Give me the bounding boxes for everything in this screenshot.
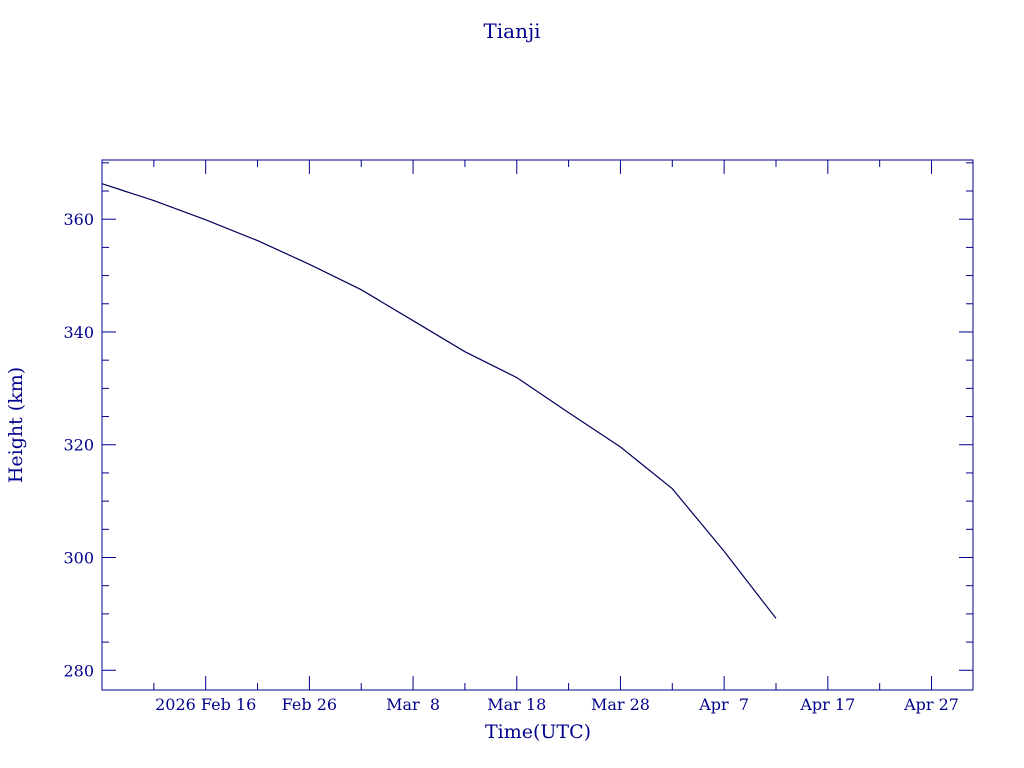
y-tick-label: 340 [63, 323, 94, 342]
x-tick-label: Mar 18 [487, 695, 546, 714]
x-tick-label: 2026 Feb 16 [155, 695, 256, 714]
chart-title: Tianji [483, 19, 540, 43]
x-tick-label: Apr 17 [799, 695, 855, 714]
y-axis-ticks [102, 162, 973, 671]
y-axis-label: Height (km) [5, 367, 27, 483]
y-tick-label: 300 [63, 549, 94, 568]
x-tick-label: Mar 8 [386, 695, 440, 714]
x-tick-label: Mar 28 [591, 695, 650, 714]
x-tick-label: Apr 7 [698, 695, 749, 714]
y-axis-tick-labels: 280 300 320 340 360 [63, 210, 94, 680]
y-tick-label: 360 [63, 210, 94, 229]
plot-frame [101, 159, 974, 691]
x-axis-ticks [153, 160, 933, 690]
y-tick-label: 320 [63, 436, 94, 455]
x-axis-tick-labels: 2026 Feb 16 Feb 26 Mar 8 Mar 18 Mar 28 Apr 7 A… [155, 695, 959, 714]
series-line [101, 183, 777, 619]
x-tick-label: Apr 27 [903, 695, 959, 714]
x-axis-label: Time(UTC) [485, 721, 591, 743]
x-tick-label: Feb 26 [282, 695, 337, 714]
y-tick-label: 280 [63, 661, 94, 680]
